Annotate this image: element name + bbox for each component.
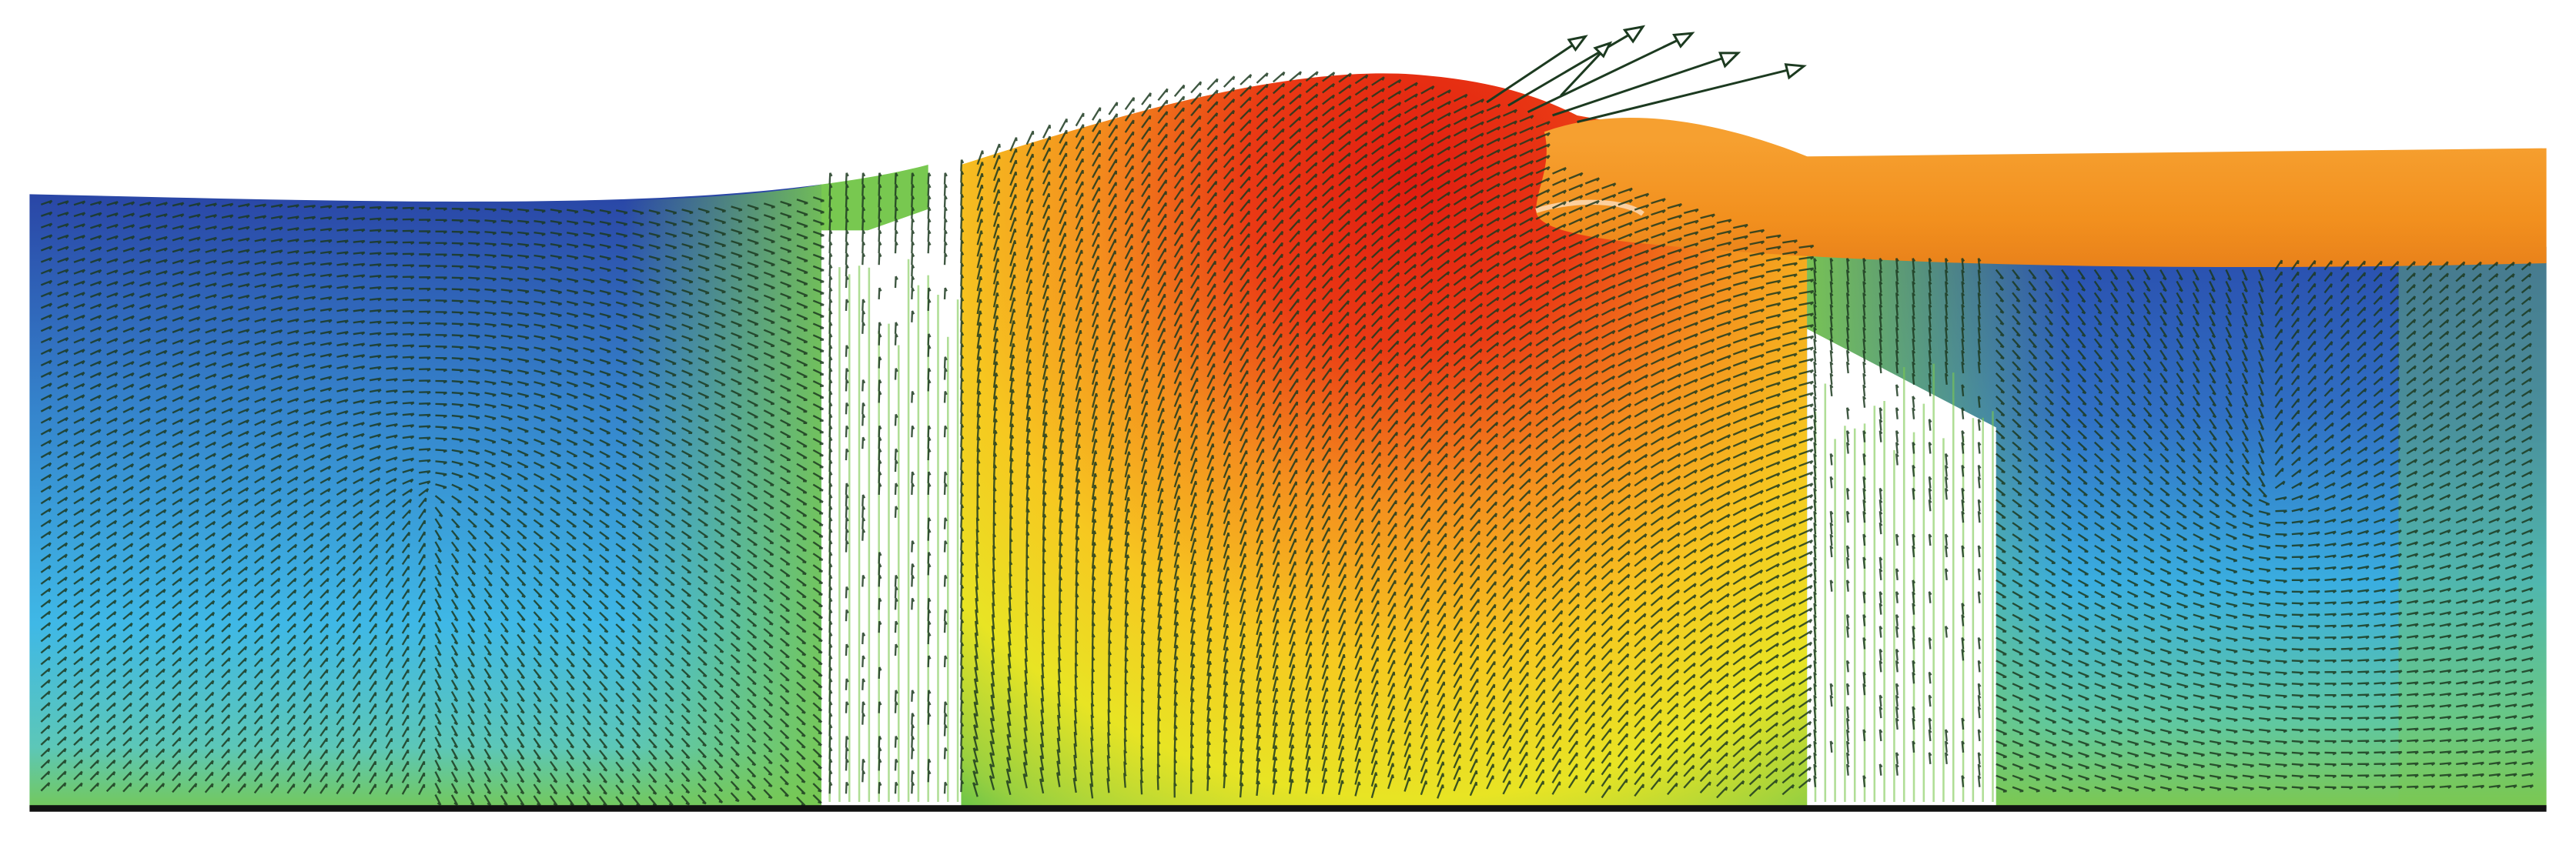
left-edge (624, 185, 821, 809)
floor-line (29, 805, 2546, 812)
right-far-edge (2399, 247, 2547, 809)
jet-sheet (1536, 118, 2546, 267)
gap-left (821, 198, 961, 809)
